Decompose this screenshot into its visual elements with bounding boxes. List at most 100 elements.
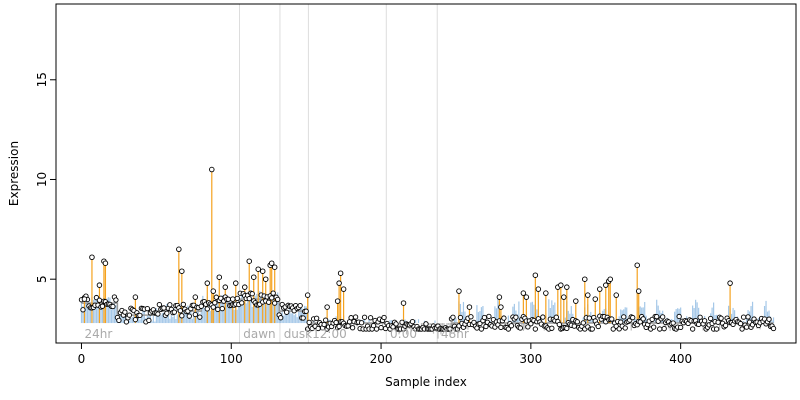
- y-tick-label: 5: [35, 275, 49, 283]
- sample-point: [348, 315, 354, 321]
- sample-point: [270, 290, 276, 296]
- y-tick-label: 15: [35, 72, 49, 87]
- segment-label: 24hr: [84, 327, 112, 341]
- sample-point: [361, 314, 368, 320]
- sample-point: [137, 312, 143, 318]
- sample-point: [126, 312, 133, 318]
- highlight-point: [81, 296, 88, 302]
- x-tick-label: 0: [78, 352, 86, 366]
- sample-point: [621, 314, 627, 320]
- highlight-point: [336, 280, 342, 286]
- sample-point: [378, 324, 384, 331]
- highlight-point: [466, 304, 473, 310]
- sample-point: [517, 325, 524, 331]
- sample-point: [144, 306, 151, 312]
- highlight-point: [262, 276, 269, 282]
- sample-point: [654, 314, 660, 320]
- sample-point: [589, 326, 595, 332]
- sample-point: [483, 323, 489, 330]
- sample-point: [321, 321, 327, 328]
- highlight-point: [613, 292, 619, 298]
- sample-point: [381, 314, 387, 321]
- segment-label: dawn: [243, 327, 275, 341]
- x-tick-label: 400: [669, 352, 692, 366]
- highlight-point: [222, 284, 229, 290]
- sample-point: [689, 326, 696, 332]
- highlight-point: [271, 264, 278, 270]
- highlight-point: [456, 288, 462, 294]
- segment-label: dusk: [284, 327, 312, 341]
- sample-point: [113, 297, 119, 303]
- highlight-point: [592, 296, 599, 302]
- highlight-point: [337, 270, 344, 276]
- sample-point: [210, 304, 216, 310]
- sample-point: [179, 313, 185, 319]
- sample-point: [198, 303, 204, 309]
- sample-point: [155, 311, 161, 317]
- highlight-point: [268, 260, 275, 266]
- sample-point: [740, 314, 747, 320]
- sample-point: [272, 300, 278, 306]
- sample-point: [303, 308, 309, 314]
- sample-point: [269, 295, 275, 301]
- sample-point: [367, 315, 374, 321]
- highlight-point: [543, 290, 549, 296]
- sample-point: [96, 297, 103, 303]
- sample-point: [707, 315, 714, 322]
- segment-labels: 24hr dawn dusk 12:00 0:00 48hr: [84, 327, 468, 341]
- sample-point: [110, 303, 116, 310]
- segment-label: 0:00: [390, 327, 417, 341]
- sample-point: [249, 291, 255, 297]
- sample-point: [313, 315, 320, 321]
- sample-point: [718, 315, 724, 321]
- sample-point: [670, 320, 676, 326]
- sample-point: [586, 315, 592, 321]
- sample-point: [322, 317, 329, 323]
- sample-point: [333, 319, 339, 326]
- highlight-point: [520, 290, 527, 296]
- highlight-point: [250, 274, 257, 280]
- highlight-point: [230, 296, 236, 302]
- sample-point: [722, 322, 729, 329]
- sample-point: [501, 315, 507, 321]
- sample-point: [336, 323, 342, 330]
- highlight-point: [204, 280, 211, 286]
- x-axis-label: Sample index: [385, 375, 467, 389]
- sample-point: [373, 326, 380, 332]
- highlight-point: [132, 294, 139, 300]
- highlight-point: [216, 274, 223, 280]
- sample-point: [215, 306, 221, 312]
- sample-point: [743, 324, 750, 330]
- highlight-point: [233, 280, 239, 286]
- sample-point: [739, 326, 745, 332]
- sample-point: [284, 309, 290, 315]
- x-axis: 0 100 200 300 400: [78, 343, 692, 366]
- highlight-point: [561, 294, 567, 300]
- sample-point: [192, 311, 198, 318]
- y-tick-label: 10: [35, 172, 49, 187]
- highlight-point: [241, 284, 248, 290]
- sample-point: [661, 326, 667, 332]
- y-axis-label: Expression: [7, 141, 21, 206]
- highlight-point: [179, 268, 185, 274]
- sample-point: [225, 296, 231, 302]
- highlight-point: [607, 276, 614, 282]
- sample-point: [358, 320, 365, 326]
- highlight-point: [192, 294, 199, 300]
- highlight-point: [634, 262, 640, 268]
- sample-point: [447, 326, 453, 332]
- sample-point: [393, 321, 399, 327]
- sample-point: [701, 318, 708, 324]
- sample-point: [349, 325, 356, 331]
- sample-point: [770, 325, 777, 332]
- sample-point: [630, 314, 636, 321]
- plot-frame: [55, 3, 797, 344]
- sample-point: [204, 306, 210, 312]
- x-tick-label: 100: [220, 352, 243, 366]
- sample-point: [300, 315, 306, 321]
- highlight-point: [532, 272, 539, 278]
- sample-point: [116, 317, 122, 324]
- sample-point: [278, 315, 284, 321]
- sample-point: [399, 319, 405, 325]
